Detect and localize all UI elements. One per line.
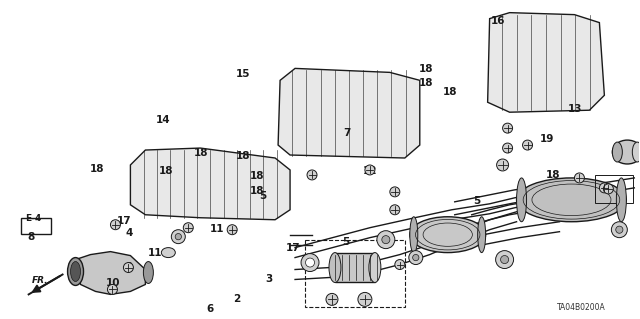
- Text: 18: 18: [194, 148, 209, 158]
- Text: 16: 16: [491, 16, 506, 26]
- Circle shape: [111, 220, 120, 230]
- Text: 18: 18: [250, 171, 264, 181]
- Circle shape: [365, 165, 375, 175]
- Circle shape: [395, 260, 405, 270]
- Polygon shape: [488, 13, 604, 112]
- Text: 10: 10: [106, 278, 120, 288]
- Text: 18: 18: [236, 151, 250, 161]
- Text: 17: 17: [286, 243, 301, 253]
- Text: 9: 9: [125, 263, 132, 272]
- Text: 13: 13: [568, 104, 582, 114]
- Ellipse shape: [477, 217, 486, 253]
- Ellipse shape: [409, 251, 423, 264]
- Ellipse shape: [495, 251, 513, 269]
- Text: FR.: FR.: [32, 276, 49, 285]
- Circle shape: [502, 123, 513, 133]
- Bar: [305, 240, 405, 307]
- Circle shape: [497, 159, 509, 171]
- Text: 6: 6: [207, 304, 214, 314]
- Circle shape: [227, 225, 237, 235]
- Text: 17: 17: [116, 216, 131, 226]
- Ellipse shape: [632, 142, 640, 162]
- Ellipse shape: [161, 248, 175, 257]
- Ellipse shape: [369, 253, 381, 282]
- Circle shape: [108, 285, 118, 294]
- Ellipse shape: [70, 262, 81, 281]
- Ellipse shape: [612, 140, 640, 164]
- Bar: [20, 218, 51, 234]
- Circle shape: [604, 184, 613, 194]
- Text: 12: 12: [363, 166, 378, 176]
- Ellipse shape: [616, 178, 627, 222]
- Text: 4: 4: [125, 227, 132, 238]
- Circle shape: [326, 293, 338, 305]
- Text: 3: 3: [266, 274, 273, 284]
- Text: 5: 5: [473, 196, 481, 206]
- Circle shape: [358, 293, 372, 306]
- Circle shape: [390, 187, 400, 197]
- Ellipse shape: [612, 142, 622, 162]
- Text: 8: 8: [28, 232, 35, 242]
- Ellipse shape: [500, 256, 509, 263]
- Text: E-4: E-4: [25, 214, 41, 223]
- Ellipse shape: [143, 262, 154, 284]
- Text: 1: 1: [307, 258, 314, 268]
- Circle shape: [502, 143, 513, 153]
- Text: 15: 15: [236, 69, 251, 79]
- Circle shape: [305, 258, 314, 267]
- Ellipse shape: [410, 217, 418, 253]
- Text: 18: 18: [90, 164, 104, 174]
- Ellipse shape: [172, 230, 186, 244]
- Text: 5: 5: [259, 191, 267, 201]
- Polygon shape: [278, 68, 420, 158]
- Circle shape: [307, 170, 317, 180]
- Text: TA04B0200A: TA04B0200A: [557, 303, 606, 312]
- Ellipse shape: [68, 257, 83, 286]
- Ellipse shape: [410, 217, 486, 253]
- Polygon shape: [76, 252, 145, 294]
- Text: 19: 19: [540, 134, 554, 144]
- Ellipse shape: [382, 236, 390, 244]
- Circle shape: [301, 254, 319, 271]
- Text: 18: 18: [159, 166, 173, 176]
- Ellipse shape: [516, 178, 627, 222]
- Ellipse shape: [377, 231, 395, 249]
- Text: 11: 11: [148, 248, 163, 258]
- Text: 18: 18: [250, 186, 264, 196]
- Circle shape: [390, 205, 400, 215]
- Text: 7: 7: [344, 129, 351, 138]
- Text: 14: 14: [156, 115, 171, 125]
- Text: 2: 2: [234, 294, 241, 304]
- Circle shape: [183, 223, 193, 233]
- Bar: [595, 175, 634, 203]
- Circle shape: [575, 173, 584, 183]
- Ellipse shape: [611, 222, 627, 238]
- Ellipse shape: [329, 253, 341, 282]
- Text: 11: 11: [210, 224, 225, 234]
- Circle shape: [600, 183, 609, 193]
- Polygon shape: [131, 148, 290, 220]
- Text: 18: 18: [444, 87, 458, 97]
- Ellipse shape: [616, 226, 623, 233]
- Circle shape: [124, 263, 133, 272]
- Circle shape: [522, 140, 532, 150]
- Text: 18: 18: [419, 64, 433, 74]
- Ellipse shape: [175, 234, 182, 240]
- Ellipse shape: [516, 178, 527, 222]
- Bar: [335, 253, 375, 282]
- Text: 18: 18: [419, 78, 433, 88]
- Ellipse shape: [413, 255, 419, 261]
- Text: 5: 5: [342, 237, 349, 247]
- Text: 18: 18: [545, 170, 560, 180]
